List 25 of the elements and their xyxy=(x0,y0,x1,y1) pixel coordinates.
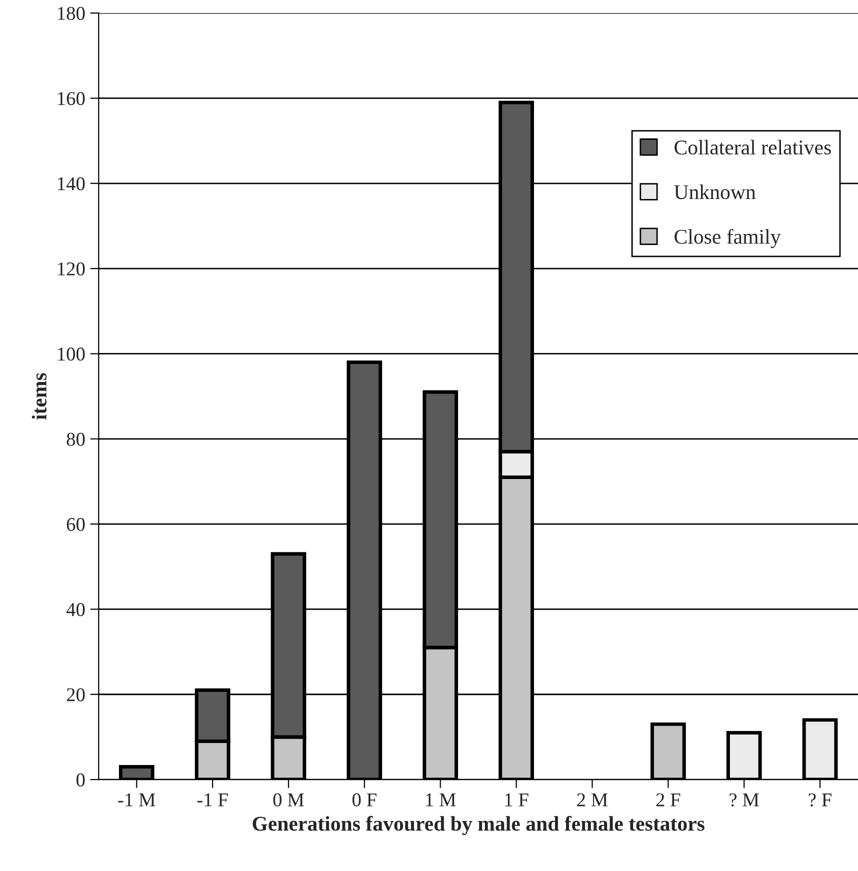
y-axis-title: items xyxy=(32,373,47,420)
y-tick-label: 120 xyxy=(58,262,85,276)
legend-label: Close family xyxy=(674,228,781,248)
y-tick-label: 0 xyxy=(76,773,85,786)
x-tick-label: 0 M xyxy=(273,793,304,806)
y-tick-label: 80 xyxy=(66,432,85,446)
x-tick-label: ? F xyxy=(808,793,832,807)
x-tick-label: 2 M xyxy=(577,793,608,806)
x-tick-label: ? M xyxy=(730,793,759,807)
y-tick-label: 180 xyxy=(58,6,85,20)
x-tick-label: 0 F xyxy=(352,793,376,806)
x-tick-label: 1 M xyxy=(426,793,456,806)
x-tick-label: -1 F xyxy=(197,793,228,806)
y-tick-label: 140 xyxy=(58,177,85,190)
x-tick-label: 1 F xyxy=(505,793,528,806)
y-tick-label: 40 xyxy=(66,603,85,616)
x-tick-label: -1 M xyxy=(118,793,156,806)
x-axis-title: Generations favoured by male and female testators xyxy=(252,816,704,836)
y-tick-label: 20 xyxy=(66,688,85,702)
legend-label: Unknown xyxy=(674,184,756,200)
x-tick-label: 2 F xyxy=(656,793,680,806)
y-tick-label: 60 xyxy=(66,518,85,531)
y-tick-label: 100 xyxy=(58,348,85,361)
y-tick-label: 160 xyxy=(58,92,85,106)
legend-label: Collateral relatives xyxy=(674,140,831,155)
